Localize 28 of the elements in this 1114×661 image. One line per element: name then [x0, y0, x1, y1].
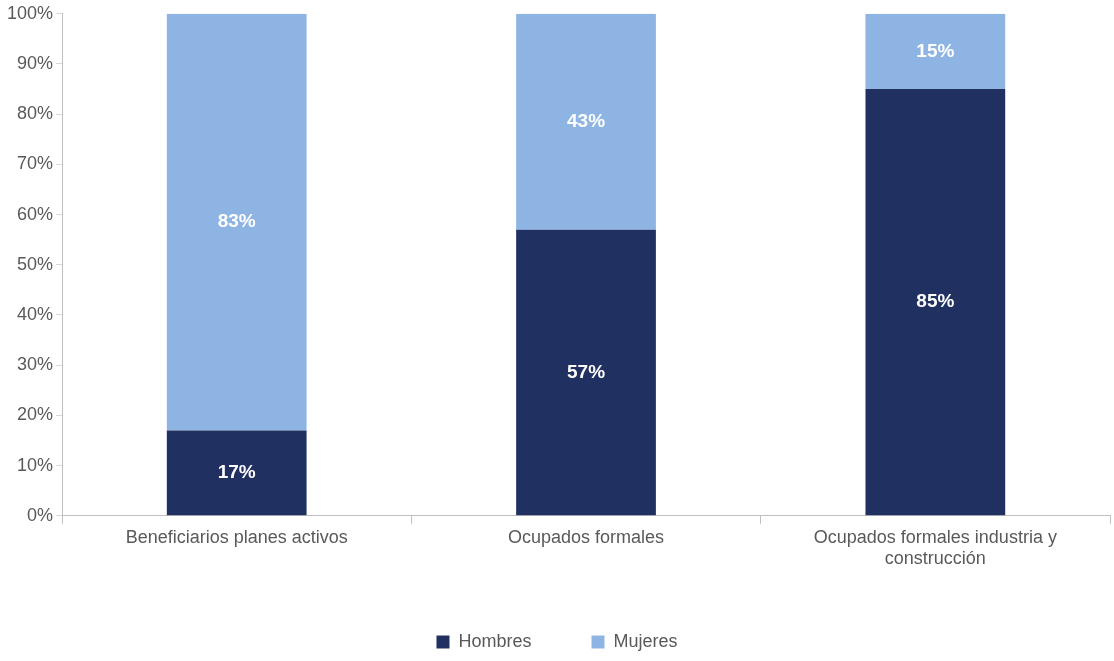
- data-label: 57%: [567, 360, 606, 382]
- data-label: 15%: [916, 39, 955, 61]
- x-tick-label: Beneficiarios planes activos: [125, 526, 348, 547]
- y-tick-label: 50%: [17, 253, 54, 274]
- bar: [166, 430, 307, 516]
- y-tick-label: 80%: [17, 103, 54, 124]
- bar: [166, 13, 307, 431]
- bar: [865, 13, 1006, 90]
- y-tick-label: 10%: [17, 454, 54, 475]
- data-label: 83%: [217, 210, 256, 232]
- data-label: 85%: [916, 290, 955, 312]
- x-tick-label: Ocupados formales: [507, 526, 665, 547]
- y-tick-label: 0%: [27, 504, 54, 525]
- data-label: 17%: [217, 461, 256, 483]
- bar: [865, 89, 1006, 516]
- y-tick-label: 40%: [17, 303, 54, 324]
- legend-label: Hombres: [458, 630, 532, 651]
- legend-label: Mujeres: [613, 630, 678, 651]
- y-tick-label: 100%: [6, 2, 54, 23]
- bar: [516, 229, 656, 516]
- y-tick-label: 30%: [17, 354, 54, 375]
- bar: [516, 13, 656, 230]
- y-tick-label: 60%: [17, 203, 54, 224]
- y-tick-label: 90%: [17, 52, 54, 73]
- y-tick-label: 70%: [17, 153, 54, 174]
- y-tick-label: 20%: [17, 404, 54, 425]
- x-tick-label: Ocupados formales industria y construcción: [813, 526, 1057, 569]
- data-label: 43%: [567, 109, 606, 131]
